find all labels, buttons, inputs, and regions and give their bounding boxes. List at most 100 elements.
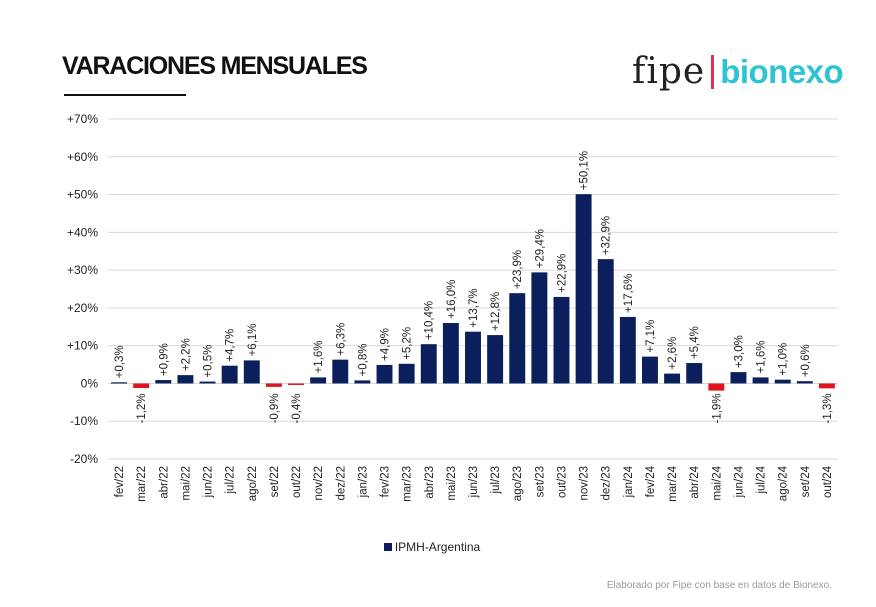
data-label: +0,3%: [114, 345, 126, 378]
y-tick-label: +20%: [67, 301, 98, 315]
x-tick-label: jul/23: [490, 466, 502, 495]
bar: [509, 293, 526, 384]
data-label: +10,4%: [424, 301, 436, 340]
bar: [442, 323, 459, 384]
x-axis-ticks: fev/22 mar/22 abr/22 mai/22 jun/22 jul/22 ago/…: [114, 465, 834, 501]
x-tick-label: out/23: [556, 466, 568, 498]
x-tick-label: jan/24: [623, 465, 635, 498]
bar: [221, 365, 238, 384]
logo-fipe-text: fipe: [632, 51, 706, 92]
bar: [465, 331, 481, 384]
x-tick-label: jan/23: [357, 466, 369, 498]
x-tick-label: nov/23: [579, 466, 591, 501]
data-label: +0,5%: [203, 345, 215, 378]
data-label: +5,4%: [689, 326, 701, 359]
x-tick-label: mai/23: [446, 466, 458, 501]
data-label: -0,9%: [269, 393, 281, 423]
data-label: +17,6%: [623, 274, 635, 313]
data-label: +0,8%: [357, 343, 369, 376]
data-label: -0,4%: [291, 393, 303, 423]
bar: [818, 383, 835, 389]
y-axis-ticks: -20% -10% 0% +10% +20% +30% +40% +50% +60% +70%: [67, 112, 98, 466]
x-tick-label: abr/22: [158, 466, 170, 499]
bar: [553, 296, 570, 384]
x-tick-label: mar/22: [136, 466, 148, 502]
bar: [664, 373, 681, 384]
y-tick-label: +50%: [67, 188, 98, 202]
bar: [575, 194, 592, 384]
x-tick-label: ago/24: [778, 465, 790, 501]
data-label: +1,0%: [778, 343, 790, 376]
x-tick-label: set/23: [534, 466, 546, 497]
bar: [398, 363, 415, 384]
bar: [354, 380, 371, 384]
x-tick-label: out/24: [822, 465, 834, 498]
x-tick-label: mar/24: [667, 465, 679, 501]
data-label: +50,1%: [579, 151, 591, 190]
bar: [730, 372, 747, 384]
bar: [597, 259, 614, 384]
x-tick-label: ago/22: [247, 466, 259, 501]
data-label: +0,9%: [158, 343, 170, 376]
data-labels: +0,3% -1,2% +0,9% +2,2% +0,5% +4,7% +6,1% -0,9%…: [114, 151, 834, 424]
bar: [332, 359, 349, 384]
data-label: +16,0%: [446, 280, 458, 319]
bar: [133, 383, 150, 388]
x-tick-label: jun/24: [733, 465, 745, 498]
data-label: +3,0%: [733, 335, 745, 368]
data-label: +29,4%: [534, 229, 546, 268]
data-label: +6,3%: [335, 323, 347, 356]
bar: [752, 377, 769, 384]
y-tick-label: +70%: [67, 112, 98, 126]
x-tick-label: mai/24: [711, 465, 723, 500]
x-tick-label: dez/22: [335, 466, 347, 501]
x-tick-label: set/22: [269, 466, 281, 497]
x-tick-label: ago/23: [512, 466, 524, 501]
y-tick-label: +40%: [67, 225, 98, 239]
x-tick-label: abr/23: [424, 466, 436, 499]
data-label: +23,9%: [512, 250, 524, 289]
bar: [686, 363, 703, 384]
y-tick-label: 0%: [81, 376, 99, 390]
bars: [111, 194, 835, 391]
y-tick-label: +60%: [67, 150, 98, 164]
bar: [531, 272, 548, 384]
x-tick-label: set/24: [800, 465, 812, 497]
data-label: +6,1%: [247, 323, 259, 356]
fipe-bionexo-logo: fipe bionexo: [632, 50, 844, 94]
bar: [310, 377, 327, 384]
x-tick-label: mai/22: [180, 466, 192, 501]
x-tick-label: jul/24: [756, 465, 768, 494]
data-label: +13,7%: [468, 288, 480, 327]
data-label: +4,9%: [380, 328, 392, 361]
x-tick-label: fev/23: [380, 466, 392, 497]
data-label: +32,9%: [601, 216, 613, 255]
data-label: +22,9%: [556, 254, 568, 293]
bar: [376, 364, 393, 384]
logo-bionexo-text: bionexo: [720, 53, 844, 90]
bar: [111, 382, 128, 384]
logo-separator: [711, 55, 715, 89]
data-label: -1,9%: [711, 393, 723, 423]
y-tick-label: +30%: [67, 263, 98, 277]
bar: [619, 316, 636, 384]
legend-label: IPMH-Argentina: [394, 540, 481, 554]
data-label: +4,7%: [225, 329, 237, 362]
legend-swatch: [383, 543, 392, 551]
bar: [796, 381, 813, 384]
bar: [642, 356, 658, 384]
data-label: +5,2%: [402, 327, 414, 360]
bar: [243, 360, 260, 384]
source-note: Elaborado por Fipe con base en datos de …: [606, 580, 832, 591]
y-tick-label: -20%: [70, 452, 98, 466]
y-tick-label: -10%: [70, 414, 98, 428]
data-label: -1,3%: [822, 393, 834, 423]
x-tick-label: jul/22: [225, 466, 237, 495]
bar: [177, 375, 194, 384]
bar: [708, 383, 725, 391]
legend: IPMH-Argentina: [0, 540, 876, 554]
bar: [288, 383, 304, 385]
chart-title: VARACIONES MENSUALES: [62, 52, 368, 80]
x-tick-label: abr/24: [689, 465, 701, 498]
